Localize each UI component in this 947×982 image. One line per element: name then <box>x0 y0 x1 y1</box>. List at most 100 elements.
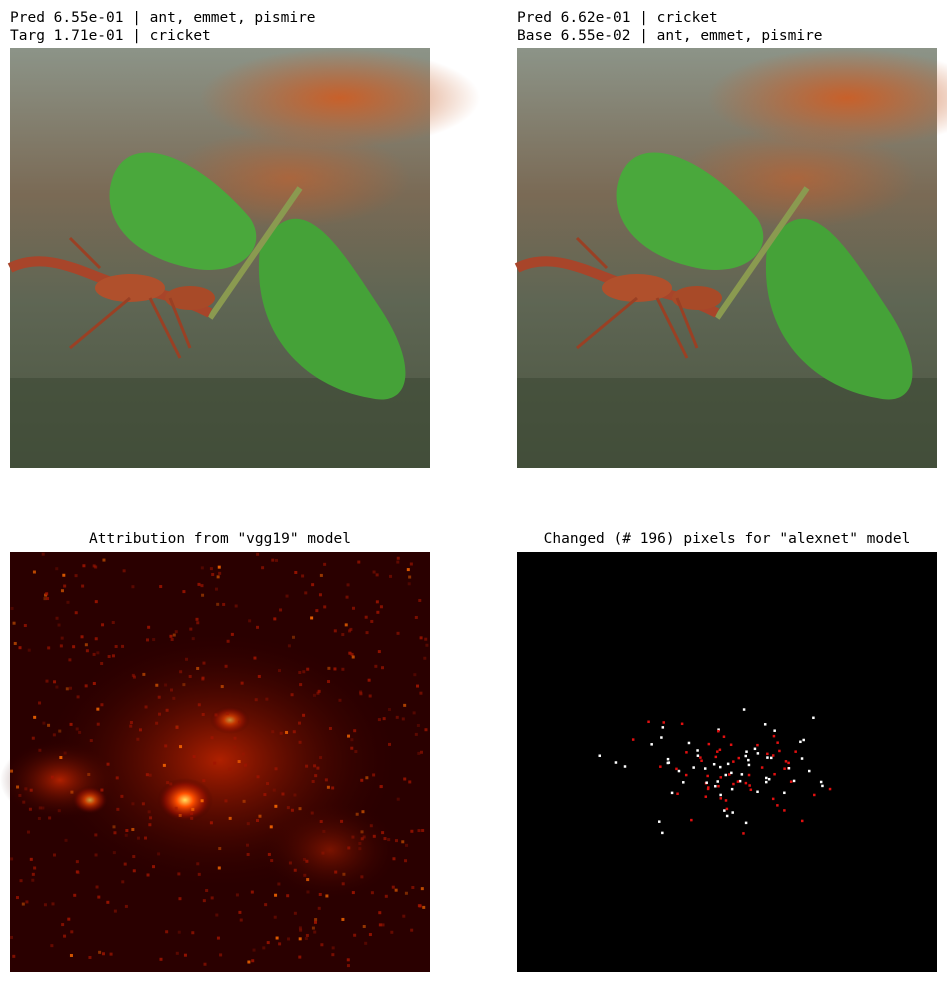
attribution-speck <box>301 574 305 578</box>
attribution-speck <box>275 936 279 940</box>
attribution-speck <box>250 890 254 894</box>
attribution-speck <box>367 678 371 682</box>
changed-pixel <box>773 729 776 732</box>
attribution-speck <box>372 570 376 574</box>
panel-title: Targ 1.71e-01 | cricket <box>10 28 211 44</box>
attribution-speck <box>403 777 407 781</box>
attribution-speck <box>360 778 364 782</box>
attribution-speck <box>298 807 302 811</box>
attribution-speck <box>62 573 66 577</box>
attribution-speck <box>123 862 127 866</box>
attribution-speck <box>76 695 80 699</box>
attribution-speck <box>185 657 189 661</box>
attribution-speck <box>10 935 14 939</box>
attribution-speck <box>202 779 206 783</box>
attribution-speck <box>131 585 135 589</box>
attribution-speck <box>360 830 364 834</box>
attribution-speck <box>278 942 282 946</box>
attribution-speck <box>401 717 405 721</box>
attribution-speck <box>101 952 105 956</box>
attribution-speck <box>197 582 201 586</box>
attribution-speck <box>216 575 220 579</box>
changed-pixel <box>717 729 720 733</box>
attribution-speck <box>285 730 289 734</box>
attribution-speck <box>262 946 266 950</box>
attribution-speck <box>201 676 205 680</box>
attribution-speck <box>305 764 309 768</box>
changed-pixel <box>783 767 786 770</box>
changed-pixel <box>738 779 742 783</box>
attribution-speck <box>341 667 345 671</box>
attribution-speck <box>224 664 228 668</box>
attribution-speck <box>144 836 148 840</box>
attribution-speck <box>350 738 354 742</box>
attribution-speck <box>18 646 22 650</box>
attribution-speck <box>197 872 201 876</box>
attribution-speck <box>388 742 392 746</box>
attribution-speck <box>263 793 267 797</box>
attribution-speck <box>328 726 332 730</box>
attribution-speck <box>251 959 255 963</box>
attribution-speck <box>26 830 30 834</box>
attribution-speck <box>131 802 135 806</box>
changed-pixel <box>732 760 735 763</box>
attribution-speck <box>225 712 229 716</box>
attribution-speck <box>152 638 156 642</box>
attribution-speck <box>136 836 140 840</box>
attribution-speck <box>311 926 315 930</box>
attribution-speck <box>364 615 368 619</box>
attribution-speck <box>286 806 290 810</box>
attribution-speck <box>271 730 275 734</box>
attribution-speck <box>124 833 128 837</box>
changed-pixel <box>717 784 720 788</box>
attribution-speck <box>170 637 174 641</box>
attribution-speck <box>125 828 129 832</box>
attribution-speck <box>28 807 32 811</box>
attribution-speck <box>381 831 385 835</box>
attribution-speck <box>38 701 42 705</box>
changed-pixel <box>706 774 709 778</box>
attribution-speck <box>346 583 350 587</box>
attribution-speck <box>47 723 51 727</box>
attribution-speck <box>341 633 345 637</box>
attribution-speck <box>87 772 91 776</box>
attribution-speck <box>115 776 119 780</box>
attribution-speck <box>12 954 16 958</box>
attribution-speck <box>75 860 79 864</box>
attribution-speck <box>318 892 322 896</box>
changed-pixel <box>821 784 824 788</box>
attribution-speck <box>10 857 14 861</box>
attribution-speck <box>299 683 303 687</box>
attribution-speck <box>121 880 125 884</box>
attribution-speck <box>226 639 230 643</box>
attribution-speck <box>22 800 26 804</box>
attribution-speck <box>377 718 381 722</box>
attribution-speck <box>63 751 67 755</box>
changed-pixel <box>706 787 710 791</box>
attribution-speck <box>417 904 421 908</box>
attribution-speck <box>256 552 260 556</box>
attribution-speck <box>351 835 355 839</box>
attribution-speck <box>424 728 428 732</box>
attribution-speck <box>33 715 37 719</box>
attribution-speck <box>331 953 335 957</box>
attribution-speck <box>275 558 279 562</box>
attribution-speck <box>190 811 194 815</box>
attribution-speck <box>216 602 220 606</box>
changed-pixel <box>716 780 719 783</box>
attribution-speck <box>414 615 418 619</box>
attribution-speck <box>313 920 317 924</box>
attribution-speck <box>316 766 320 770</box>
attribution-speck <box>348 651 352 655</box>
attribution-speck <box>274 804 278 808</box>
attribution-speck <box>292 730 296 734</box>
attribution-speck <box>298 926 302 930</box>
attribution-speck <box>166 781 170 785</box>
changed-pixel <box>724 799 728 802</box>
attribution-speck <box>326 785 330 789</box>
attribution-speck <box>298 671 302 675</box>
attribution-speck <box>395 715 399 719</box>
attribution-speck <box>131 673 135 677</box>
attribution-speck <box>381 666 385 670</box>
attribution-speck <box>201 677 205 681</box>
